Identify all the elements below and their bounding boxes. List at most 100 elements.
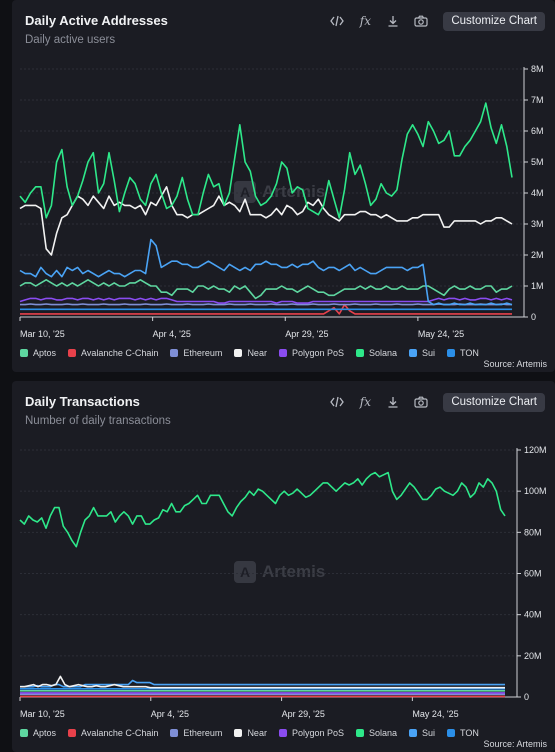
- legend-item-ethereum[interactable]: Ethereum: [170, 348, 222, 358]
- code-icon[interactable]: [325, 11, 349, 31]
- legend-swatch: [409, 729, 418, 737]
- legend-label: Polygon PoS: [291, 348, 344, 358]
- legend-swatch: [356, 729, 364, 737]
- legend-item-sui[interactable]: Sui: [409, 348, 435, 358]
- y-tick-label: 5M: [531, 157, 544, 167]
- legend-label: Near: [247, 728, 267, 738]
- watermark: A Artemis: [234, 561, 325, 583]
- legend-label: Solana: [369, 728, 398, 738]
- series-line-sui[interactable]: [19, 238, 513, 306]
- y-tick-label: 80M: [524, 527, 542, 537]
- legend-swatch: [447, 729, 456, 737]
- legend-label: TON: [460, 348, 479, 358]
- chart-source: Source: Artemis: [483, 359, 547, 369]
- chart-toolbar: fx Customize Chart: [325, 11, 545, 31]
- chart-toolbar: fx Customize Chart: [325, 392, 545, 412]
- legend-item-ethereum[interactable]: Ethereum: [170, 728, 222, 738]
- fx-icon[interactable]: fx: [359, 395, 371, 409]
- chart-legend: Aptos Avalanche C-Chain Ethereum Near Polygo…: [20, 728, 491, 738]
- legend-label: Ethereum: [183, 348, 223, 358]
- legend-item-aptos[interactable]: Aptos: [20, 728, 56, 738]
- camera-icon[interactable]: [409, 11, 433, 31]
- legend-label: Sui: [422, 728, 436, 738]
- legend-swatch: [447, 349, 456, 357]
- series-line-solana[interactable]: [19, 102, 513, 219]
- legend-item-aptos[interactable]: Aptos: [20, 348, 56, 358]
- customize-chart-button[interactable]: Customize Chart: [443, 11, 545, 31]
- chart-subtitle: Number of daily transactions: [25, 415, 171, 427]
- series-line-near[interactable]: [19, 186, 513, 256]
- legend-item-near[interactable]: Near: [234, 728, 267, 738]
- code-icon[interactable]: [325, 392, 349, 412]
- legend-label: TON: [460, 728, 479, 738]
- legend-item-solana[interactable]: Solana: [356, 348, 397, 358]
- series-line-sui[interactable]: [20, 679, 505, 688]
- legend-swatch: [68, 349, 77, 357]
- legend-swatch: [170, 349, 179, 357]
- legend-label: Aptos: [33, 728, 57, 738]
- artemis-logo-icon: A: [234, 561, 256, 583]
- download-icon[interactable]: [381, 11, 405, 31]
- daily-transactions-card: Daily Transactions Number of daily trans…: [12, 381, 555, 752]
- chart-subtitle: Daily active users: [25, 34, 116, 46]
- series-line-aptos[interactable]: [19, 278, 513, 300]
- y-tick-label: 2M: [531, 250, 544, 260]
- legend-item-polygon-pos[interactable]: Polygon PoS: [278, 728, 344, 738]
- y-tick-label: 0: [531, 312, 536, 322]
- y-tick-label: 8M: [531, 64, 544, 74]
- artemis-logo-icon: A: [234, 181, 256, 203]
- series-line-polygon-pos[interactable]: [19, 297, 513, 304]
- legend-swatch: [234, 349, 243, 357]
- camera-icon[interactable]: [409, 392, 433, 412]
- legend-label: Polygon PoS: [291, 728, 344, 738]
- x-tick-label: Apr 4, '25: [153, 329, 191, 339]
- legend-label: Ethereum: [183, 728, 223, 738]
- legend-label: Solana: [369, 348, 398, 358]
- legend-item-sui[interactable]: Sui: [409, 728, 435, 738]
- legend-swatch: [20, 349, 28, 357]
- legend-swatch: [20, 729, 28, 737]
- series-line-ethereum[interactable]: [20, 303, 512, 306]
- chart-legend: Aptos Avalanche C-Chain Ethereum Near Polygo…: [20, 348, 491, 358]
- y-tick-label: 60M: [524, 569, 542, 579]
- series-line-near[interactable]: [20, 675, 505, 689]
- x-tick-label: Apr 29, '25: [285, 329, 328, 339]
- legend-label: Near: [247, 348, 267, 358]
- chart-plot-area: 0 1M 2M 3M 4M 5M 6M 7M 8M Mar 10, '25 Apr 4, '25 Ap…: [19, 64, 544, 339]
- legend-swatch: [356, 349, 364, 357]
- x-tick-label: Mar 10, '25: [20, 329, 65, 339]
- daily-active-addresses-card: Daily Active Addresses Daily active user…: [12, 0, 555, 372]
- download-icon[interactable]: [381, 392, 405, 412]
- fx-icon[interactable]: fx: [359, 14, 371, 28]
- legend-item-avalanche-c-chain[interactable]: Avalanche C-Chain: [68, 348, 158, 358]
- x-tick-label: Mar 10, '25: [20, 709, 65, 719]
- legend-swatch: [278, 349, 287, 357]
- legend-item-avalanche-c-chain[interactable]: Avalanche C-Chain: [68, 728, 158, 738]
- y-tick-label: 4M: [531, 188, 544, 198]
- legend-label: Avalanche C-Chain: [81, 728, 159, 738]
- legend-item-ton[interactable]: TON: [447, 348, 479, 358]
- legend-item-polygon-pos[interactable]: Polygon PoS: [278, 348, 344, 358]
- legend-swatch: [234, 729, 243, 737]
- chart-plot-area: 0 20M 40M 60M 80M 100M 120M Mar 10, '25 Apr 4, '…: [19, 445, 547, 719]
- y-tick-label: 1M: [531, 281, 544, 291]
- legend-item-solana[interactable]: Solana: [356, 728, 397, 738]
- y-tick-label: 7M: [531, 95, 544, 105]
- x-tick-label: May 24, '25: [412, 709, 458, 719]
- legend-swatch: [68, 729, 77, 737]
- chart-source: Source: Artemis: [483, 739, 547, 749]
- x-tick-label: Apr 4, '25: [151, 709, 189, 719]
- y-tick-label: 3M: [531, 219, 544, 229]
- legend-item-ton[interactable]: TON: [447, 728, 479, 738]
- y-tick-label: 100M: [524, 486, 547, 496]
- legend-swatch: [170, 729, 179, 737]
- legend-swatch: [278, 729, 287, 737]
- legend-label: Aptos: [33, 348, 57, 358]
- customize-chart-button[interactable]: Customize Chart: [443, 392, 545, 412]
- x-tick-label: May 24, '25: [418, 329, 464, 339]
- x-tick-label: Apr 29, '25: [282, 709, 325, 719]
- legend-item-near[interactable]: Near: [234, 348, 267, 358]
- series-line-avalanche-c-chain[interactable]: [20, 303, 512, 315]
- y-tick-label: 0: [524, 692, 529, 702]
- series-line-solana[interactable]: [19, 471, 506, 548]
